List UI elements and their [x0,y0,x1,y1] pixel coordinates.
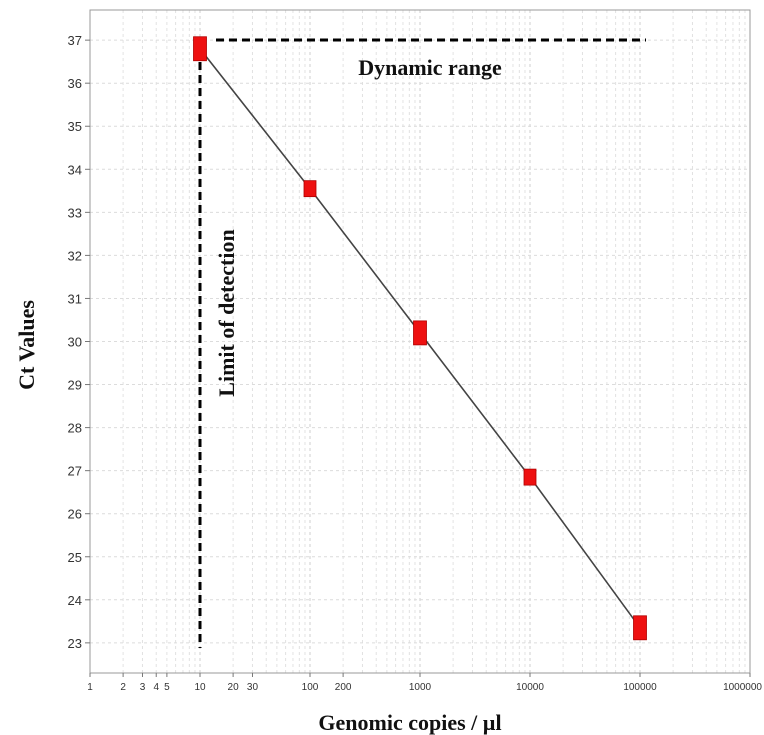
x-tick-label: 4 [153,682,159,693]
data-point-marker [633,615,647,641]
annotation-dynamic-range: Dynamic range [358,55,502,80]
x-tick-label: 10000 [516,682,544,693]
data-point-marker [413,320,427,346]
data-series [193,36,647,641]
x-tick-label: 1 [87,682,93,693]
y-tick-label: 34 [68,162,82,177]
x-tick-label: 1000000 [723,682,762,693]
x-tick-label: 3 [140,682,146,693]
x-axis-ticks: 1 2 3 4 5 10 20 30 100 200 1000 10000 100000 1000000 [87,673,762,693]
grid-lines [90,10,750,673]
y-tick-label: 26 [68,507,82,522]
y-tick-label: 35 [68,119,82,134]
x-tick-label: 2 [120,682,126,693]
annotation-limit-of-detection: Limit of detection [214,229,239,396]
y-tick-label: 33 [68,205,82,220]
x-tick-label: 100000 [623,682,657,693]
y-tick-label: 25 [68,550,82,565]
y-tick-label: 28 [68,421,82,436]
x-tick-label: 100 [302,682,319,693]
y-tick-label: 29 [68,378,82,393]
data-point-marker [193,36,207,62]
y-axis-title: Ct Values [14,300,39,390]
data-point-marker [523,468,537,486]
y-tick-label: 30 [68,335,82,350]
x-tick-label: 1000 [409,682,432,693]
y-tick-label: 24 [68,593,82,608]
y-tick-label: 37 [68,33,82,48]
x-tick-label: 30 [247,682,259,693]
x-tick-label: 20 [228,682,240,693]
x-tick-label: 10 [194,682,206,693]
data-point-marker [303,180,317,198]
y-tick-label: 23 [68,636,82,651]
x-axis-title: Genomic copies / µl [318,710,501,735]
y-tick-label: 31 [68,291,82,306]
y-tick-label: 36 [68,76,82,91]
y-tick-label: 27 [68,464,82,479]
x-tick-label: 200 [335,682,352,693]
y-tick-label: 32 [68,248,82,263]
x-tick-label: 5 [164,682,170,693]
annotation-lines [198,38,646,648]
y-axis-ticks: 23 24 25 26 27 28 29 30 31 32 33 34 35 36 37 [68,33,90,651]
